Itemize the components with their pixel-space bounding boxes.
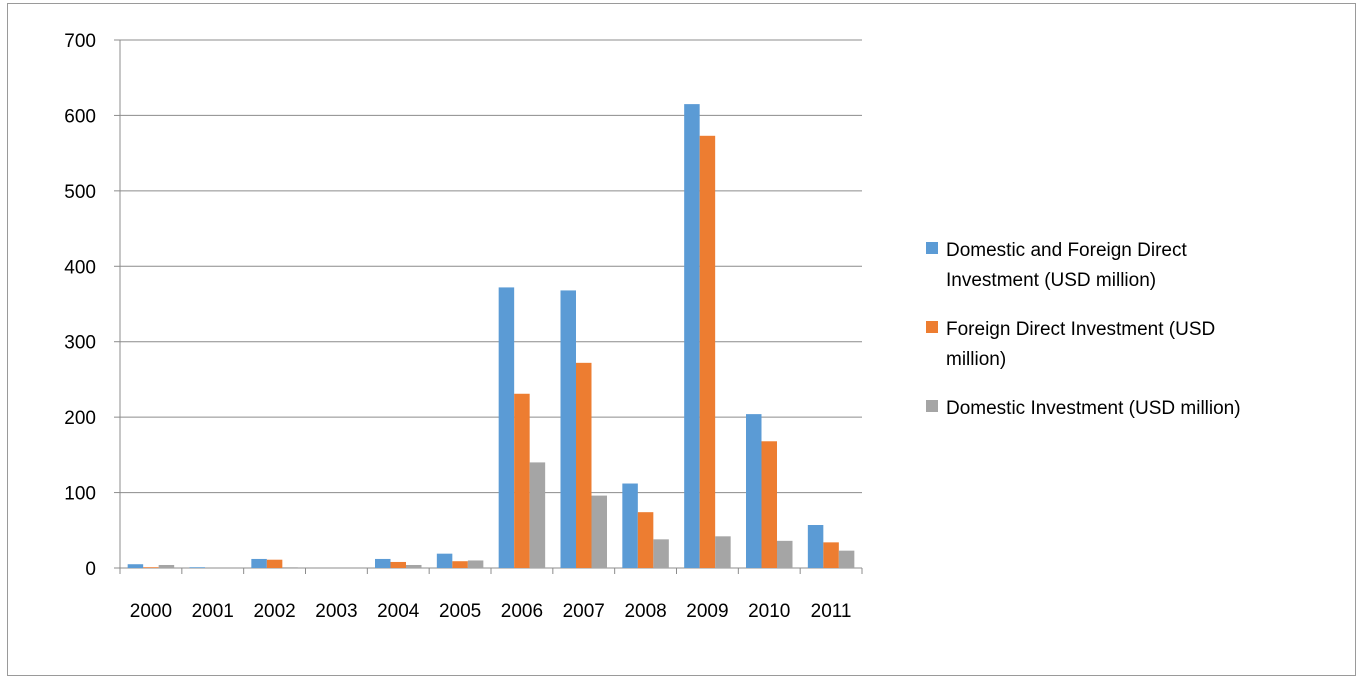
legend-label: million) bbox=[946, 349, 1006, 370]
bar bbox=[143, 567, 159, 568]
bar bbox=[251, 558, 267, 568]
bar bbox=[591, 495, 607, 568]
y-tick-label: 400 bbox=[64, 257, 96, 278]
bar bbox=[266, 559, 283, 568]
legend-swatch bbox=[926, 242, 938, 254]
axes bbox=[114, 39, 863, 574]
bar bbox=[560, 290, 576, 568]
bar bbox=[282, 567, 298, 568]
x-axis-tick-labels: 2000 2001 2002 2003 2004 2005 2006 2007 2008 2009… bbox=[130, 601, 852, 622]
bar bbox=[436, 553, 453, 568]
x-tick-label: 2006 bbox=[501, 601, 543, 622]
x-tick-label: 2010 bbox=[748, 601, 790, 622]
bar bbox=[514, 393, 530, 568]
bar bbox=[498, 287, 515, 568]
x-tick-label: 2000 bbox=[130, 601, 172, 622]
legend-label: Domestic Investment (USD million) bbox=[946, 398, 1241, 419]
y-tick-label: 0 bbox=[85, 559, 96, 580]
bar bbox=[467, 560, 484, 568]
bar bbox=[189, 567, 205, 568]
bar bbox=[777, 540, 793, 568]
legend-label: Investment (USD million) bbox=[946, 270, 1156, 291]
bar bbox=[622, 483, 638, 568]
bar bbox=[375, 558, 391, 568]
bar bbox=[715, 536, 731, 568]
x-tick-label: 2004 bbox=[377, 601, 420, 622]
bar bbox=[823, 542, 839, 568]
x-tick-label: 2003 bbox=[315, 601, 357, 622]
x-tick-label: 2011 bbox=[811, 601, 852, 622]
x-tick-label: 2005 bbox=[439, 601, 481, 622]
bar bbox=[406, 564, 422, 568]
legend-swatch bbox=[926, 321, 938, 333]
y-tick-label: 200 bbox=[64, 408, 96, 429]
legend: Domestic and Foreign Direct Investment (U… bbox=[926, 240, 1241, 419]
y-tick-label: 500 bbox=[64, 182, 96, 203]
x-tick-label: 2001 bbox=[192, 601, 234, 622]
bar bbox=[653, 539, 669, 568]
bars bbox=[127, 104, 855, 568]
y-tick-label: 100 bbox=[64, 484, 96, 505]
bar bbox=[761, 441, 777, 568]
y-axis-tick-labels: 0 100 200 300 400 500 600 700 bbox=[64, 31, 96, 580]
bar bbox=[838, 550, 855, 568]
x-tick-label: 2009 bbox=[686, 601, 728, 622]
bar bbox=[390, 561, 406, 568]
bar bbox=[699, 135, 716, 568]
legend-label: Domestic and Foreign Direct bbox=[946, 240, 1187, 261]
y-tick-label: 600 bbox=[64, 106, 96, 127]
bar bbox=[127, 564, 144, 568]
y-tick-label: 300 bbox=[64, 333, 96, 354]
legend-label: Foreign Direct Investment (USD bbox=[946, 319, 1215, 340]
gridlines bbox=[120, 39, 862, 494]
y-tick-label: 700 bbox=[64, 31, 96, 52]
bar bbox=[158, 564, 175, 568]
bar bbox=[746, 414, 762, 568]
bar bbox=[684, 104, 700, 568]
bar bbox=[452, 561, 468, 568]
x-tick-label: 2008 bbox=[624, 601, 666, 622]
bar bbox=[576, 362, 592, 568]
bar bbox=[637, 512, 654, 568]
bar bbox=[807, 525, 824, 568]
legend-swatch bbox=[926, 400, 938, 412]
bar bbox=[529, 462, 546, 568]
x-tick-label: 2002 bbox=[253, 601, 295, 622]
x-tick-label: 2007 bbox=[563, 601, 605, 622]
chart-frame bbox=[7, 3, 1356, 676]
